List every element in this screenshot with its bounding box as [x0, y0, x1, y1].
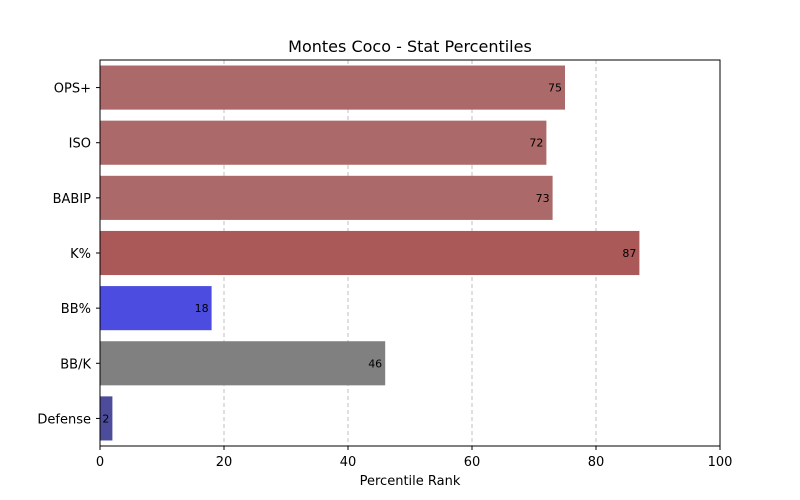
- bar-value-label: 73: [536, 192, 550, 205]
- x-tick-label: 20: [216, 455, 233, 470]
- y-axis-ticks: OPS+ ISO BABIP K% BB% BB/K Defense: [37, 82, 100, 427]
- bar: [100, 230, 640, 276]
- y-tick-label: OPS+: [54, 82, 91, 97]
- y-tick-label: BB%: [61, 302, 91, 317]
- x-tick-label: 100: [708, 455, 733, 470]
- x-axis-ticks: 0 20 40 60 80 100: [96, 446, 733, 470]
- bar: [100, 120, 547, 165]
- bar: [100, 396, 113, 441]
- bar-value-label: 75: [548, 82, 562, 95]
- bar-value-label: 46: [368, 357, 382, 370]
- bar: [100, 65, 565, 110]
- bar-value-label: 18: [195, 302, 209, 315]
- bars: [100, 65, 640, 441]
- x-tick-label: 60: [464, 455, 481, 470]
- bar: [100, 175, 553, 220]
- bar-value-label: 2: [102, 412, 109, 425]
- x-axis-label: Percentile Rank: [360, 474, 461, 489]
- bar-value-label: 72: [529, 137, 543, 150]
- y-tick-label: BB/K: [60, 357, 91, 372]
- bar: [100, 286, 212, 331]
- y-tick-label: ISO: [69, 137, 91, 152]
- y-tick-label: K%: [70, 247, 91, 262]
- y-tick-label: BABIP: [53, 192, 92, 207]
- chart-title: Montes Coco - Stat Percentiles: [288, 37, 532, 56]
- x-tick-label: 80: [588, 455, 605, 470]
- x-tick-label: 40: [340, 455, 357, 470]
- bar: [100, 341, 386, 386]
- data-labels: 75 72 73 87 18 46 2: [102, 82, 636, 426]
- y-tick-label: Defense: [37, 412, 91, 427]
- x-tick-label: 0: [96, 455, 104, 470]
- bar-value-label: 87: [622, 247, 636, 260]
